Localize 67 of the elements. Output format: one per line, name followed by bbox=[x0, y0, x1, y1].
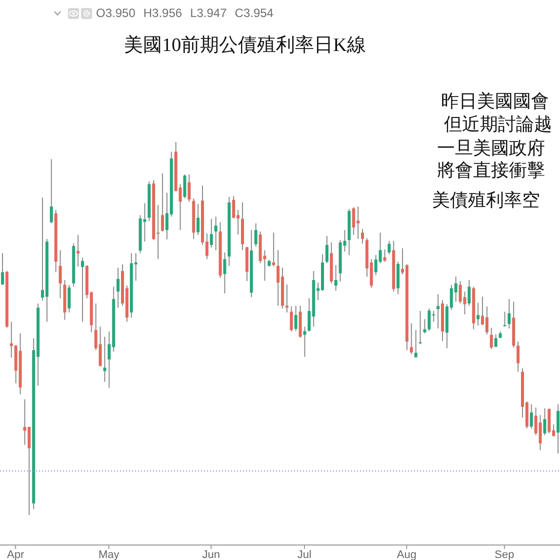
candlestick bbox=[410, 322, 413, 355]
candlestick bbox=[214, 216, 218, 251]
candlestick bbox=[548, 408, 551, 434]
candlestick bbox=[436, 294, 440, 329]
candlestick bbox=[1, 252, 4, 286]
candlestick bbox=[183, 174, 186, 199]
candlestick bbox=[161, 172, 164, 232]
candlestick bbox=[210, 218, 213, 248]
candlestick bbox=[361, 228, 364, 244]
candlestick bbox=[494, 334, 498, 348]
text: H3.956 bbox=[143, 6, 182, 20]
candlestick bbox=[503, 311, 506, 328]
candlestick bbox=[68, 284, 71, 313]
candlestick bbox=[383, 248, 386, 262]
candlestick bbox=[556, 404, 560, 454]
annotation: 美債殖利率空 bbox=[432, 190, 540, 210]
x-tick-label: May bbox=[98, 549, 120, 560]
candlestick bbox=[490, 327, 493, 350]
text: L3.947 bbox=[190, 6, 227, 20]
candlestick bbox=[223, 252, 226, 294]
text: O3.950 bbox=[96, 6, 136, 20]
candlestick bbox=[103, 336, 106, 382]
chart-title: 美國10前期公債殖利率日K線 bbox=[123, 34, 367, 58]
text: 昨日美國國會 bbox=[441, 91, 549, 111]
candlestick bbox=[303, 326, 306, 358]
annotation: 一旦美國政府 bbox=[437, 138, 545, 158]
candlestick bbox=[290, 306, 293, 332]
candlestick bbox=[58, 250, 62, 299]
x-tick-label: Sep bbox=[494, 549, 514, 560]
candlestick bbox=[232, 196, 236, 219]
candlestick bbox=[98, 326, 102, 368]
candlestick bbox=[276, 250, 280, 306]
candlestick bbox=[188, 174, 191, 202]
candlestick bbox=[196, 203, 200, 236]
candlestick bbox=[508, 298, 511, 329]
candlestick bbox=[23, 398, 26, 446]
text: 但近期討論越 bbox=[444, 114, 552, 134]
candlestick bbox=[334, 264, 338, 292]
candlestick bbox=[543, 408, 546, 436]
candlestick bbox=[428, 308, 431, 332]
candlestick bbox=[388, 240, 391, 255]
x-tick-label: Apr bbox=[6, 549, 24, 560]
text: C3.954 bbox=[234, 6, 274, 20]
candlestick bbox=[516, 341, 520, 372]
candlestick bbox=[468, 280, 471, 306]
x-tick-label: Jul bbox=[297, 549, 312, 560]
x-tick-label: Jun bbox=[202, 549, 220, 560]
candlestick bbox=[81, 257, 84, 322]
candlestick bbox=[294, 305, 298, 332]
candlestick bbox=[530, 404, 533, 429]
candlestick bbox=[116, 267, 120, 308]
candlestick bbox=[538, 414, 542, 451]
candlestick bbox=[458, 280, 462, 304]
candlestick bbox=[418, 310, 422, 345]
candlestick bbox=[423, 318, 426, 334]
candlestick bbox=[325, 235, 328, 264]
candlestick bbox=[414, 329, 418, 358]
annotation: 將會直接衝擊 bbox=[437, 160, 545, 180]
candlestick bbox=[76, 234, 80, 268]
candlestick bbox=[272, 232, 276, 268]
candlestick bbox=[50, 158, 53, 224]
candlestick bbox=[352, 206, 356, 236]
candlestick bbox=[485, 306, 488, 335]
x-tick-label: Aug bbox=[396, 549, 416, 560]
candlestick bbox=[476, 302, 480, 326]
candlestick bbox=[285, 284, 288, 313]
candlestick bbox=[254, 222, 258, 248]
